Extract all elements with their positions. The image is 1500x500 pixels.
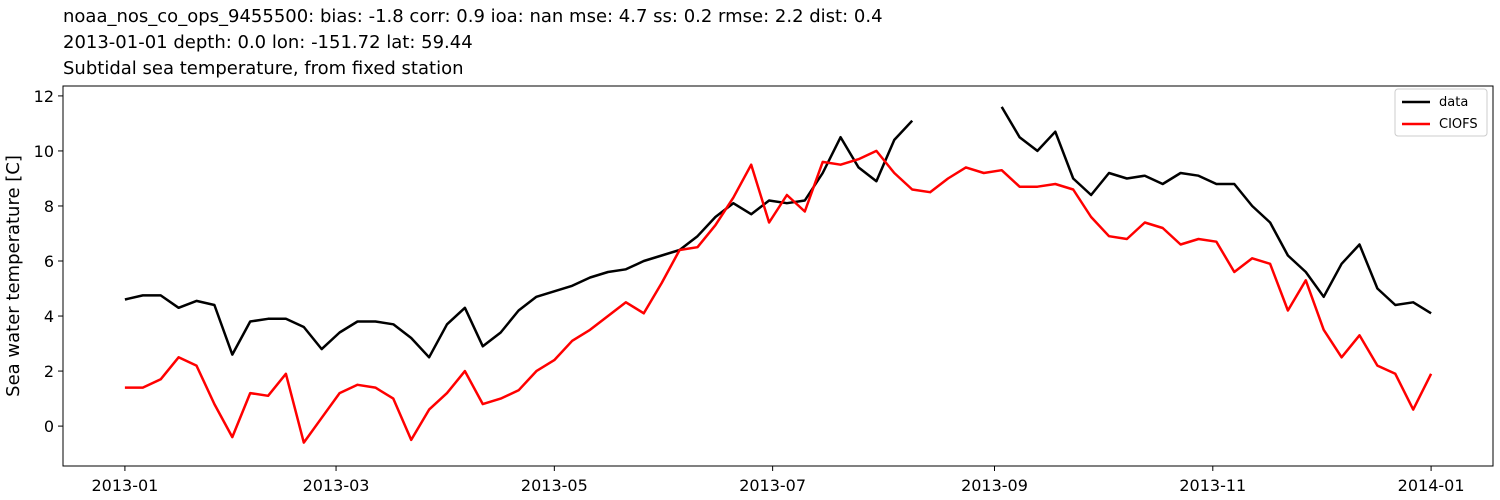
y-tick-label: 6 <box>44 252 54 271</box>
plot-frame <box>62 85 1494 467</box>
y-axis-label: Sea water temperature [C] <box>3 155 24 397</box>
y-tick-label: 4 <box>44 307 54 326</box>
y-tick-label: 0 <box>44 417 54 436</box>
title-line: Subtidal sea temperature, from fixed sta… <box>63 58 464 79</box>
title-line: 2013-01-01 depth: 0.0 lon: -151.72 lat: … <box>63 32 473 53</box>
x-tick-label: 2013-09 <box>961 476 1028 495</box>
y-tick-label: 8 <box>44 197 54 216</box>
y-tick-label: 10 <box>34 142 54 161</box>
legend: data CIOFS <box>1394 88 1488 137</box>
x-tick-label: 2013-05 <box>521 476 588 495</box>
x-tick-label: 2013-03 <box>303 476 370 495</box>
legend-label: data <box>1439 95 1468 110</box>
series-line <box>124 106 1432 359</box>
series-line <box>124 149 1433 444</box>
legend-label: CIOFS <box>1439 117 1478 132</box>
title-line: noaa_nos_co_ops_9455500: bias: -1.8 corr… <box>63 6 883 27</box>
x-tick-label: 2013-01 <box>91 476 158 495</box>
x-tick-label: 2013-11 <box>1179 476 1246 495</box>
y-tick-label: 2 <box>44 362 54 381</box>
x-tick-label: 2014-01 <box>1398 476 1465 495</box>
x-tick-label: 2013-07 <box>739 476 806 495</box>
y-tick-label: 12 <box>34 87 54 106</box>
